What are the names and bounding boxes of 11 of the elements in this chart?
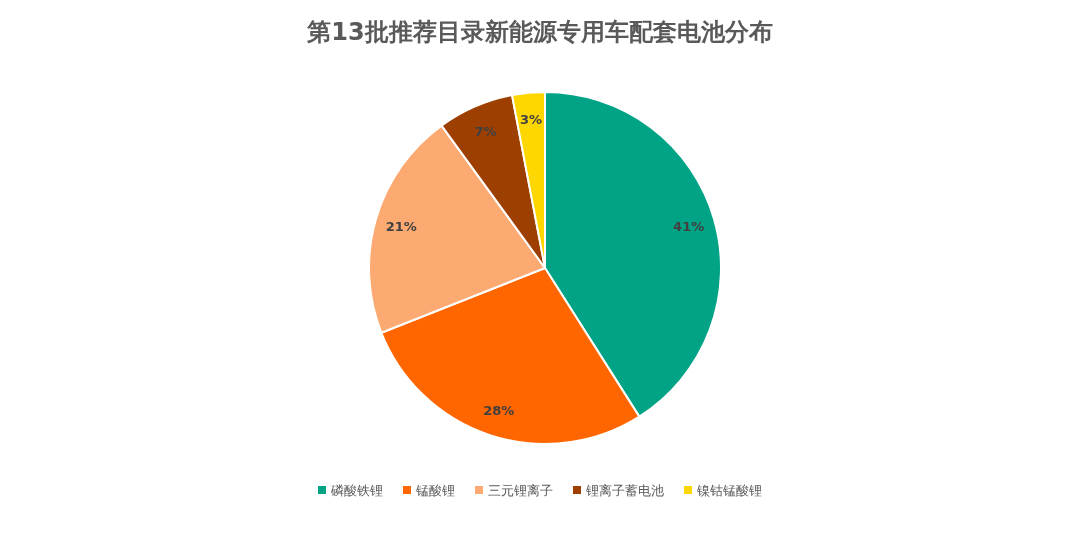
legend-label: 锂离子蓄电池 [585,483,664,498]
data-label: 28% [483,403,515,419]
legend-label: 磷酸铁锂 [330,483,383,498]
legend-label: 镍钴锰酸锂 [696,483,762,498]
data-label: 21% [385,219,417,235]
chart-title: 第13批推荐目录新能源专用车配套电池分布 [306,18,773,46]
legend-label: 三元锂离子 [488,483,553,498]
data-label: 41% [673,219,705,235]
data-label: 7% [474,123,497,139]
data-label: 3% [519,112,542,128]
legend-label: 锰酸锂 [415,483,455,498]
